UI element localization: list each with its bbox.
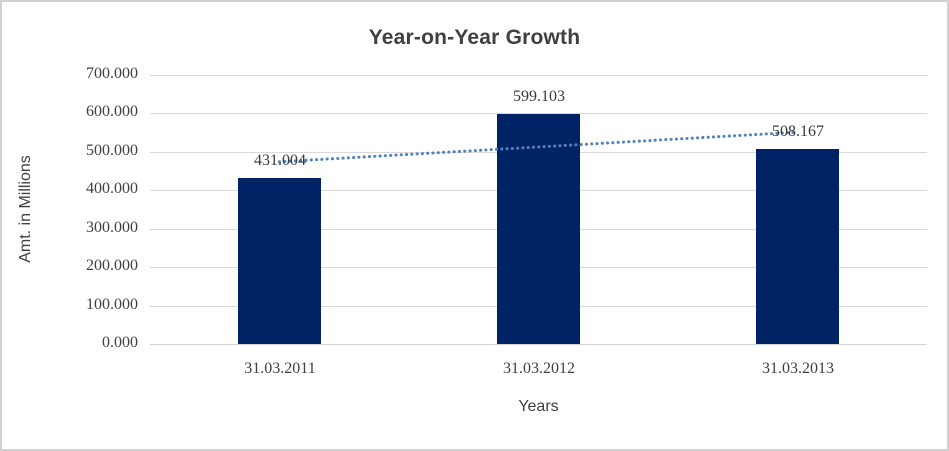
y-axis-tick-label: 700.000 bbox=[86, 65, 138, 82]
y-axis-title: Amt. in Millions bbox=[17, 155, 34, 263]
chart-title: Year-on-Year Growth bbox=[368, 26, 581, 49]
x-axis-category-label: 31.03.2013 bbox=[762, 360, 834, 377]
y-axis-tick-label: 600.000 bbox=[86, 103, 138, 120]
y-axis-tick-label: 400.000 bbox=[86, 180, 138, 197]
bar-31.03.2013 bbox=[756, 149, 839, 344]
x-axis-category-label: 31.03.2011 bbox=[244, 360, 316, 377]
gridline bbox=[150, 113, 927, 114]
gridline bbox=[150, 75, 927, 76]
y-axis-tick-label: 100.000 bbox=[86, 296, 138, 313]
x-axis-category-label: 31.03.2012 bbox=[503, 360, 575, 377]
y-axis-tick-label: 200.000 bbox=[86, 257, 138, 274]
bar-31.03.2011 bbox=[238, 178, 321, 344]
y-axis-tick-label: 300.000 bbox=[86, 219, 138, 236]
data-label: 431.004 bbox=[254, 152, 306, 169]
data-label: 508.167 bbox=[772, 123, 824, 140]
bar-31.03.2012 bbox=[497, 114, 580, 344]
y-axis-tick-label: 500.000 bbox=[86, 142, 138, 159]
x-axis-line bbox=[150, 344, 927, 345]
y-axis-tick-label: 0.000 bbox=[102, 334, 138, 351]
data-label: 599.103 bbox=[513, 88, 565, 105]
x-axis-title: Years bbox=[518, 398, 559, 415]
